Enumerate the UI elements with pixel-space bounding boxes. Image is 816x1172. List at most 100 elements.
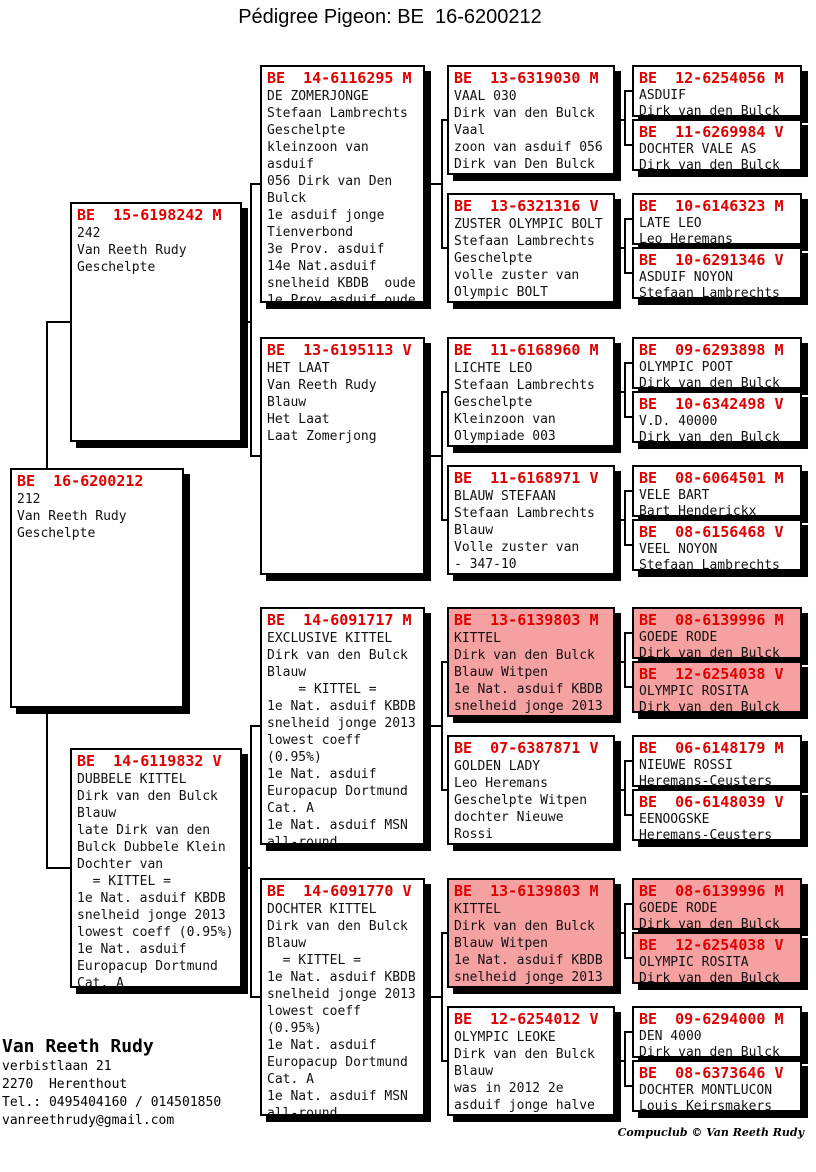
- ring-number: BE 11-6168960 M: [454, 341, 599, 359]
- connector-line: [624, 144, 634, 146]
- pigeon-details: OLYMPIC POOT Dirk van den Bulck: [639, 360, 780, 389]
- pigeon-details: DOCHTER VALE AS Dirk van den Bulck: [639, 142, 780, 171]
- pedigree-box-g3-3: BE 14-6091717 M EXCLUSIVE KITTEL Dirk va…: [260, 607, 425, 845]
- connector-line: [441, 391, 449, 393]
- connector-line: [624, 362, 626, 418]
- pigeon-details: ASDUIF NOYON Stefaan Lambrechts: [639, 270, 780, 299]
- pigeon-details: DEN 4000 Dirk van den Bulck: [639, 1029, 780, 1058]
- ring-number: BE 12-6254056 M: [639, 69, 784, 87]
- ring-number: BE 10-6146323 M: [639, 197, 784, 215]
- pigeon-details: KITTEL Dirk van den Bulck Blauw Witpen 1…: [454, 902, 603, 985]
- connector-line: [46, 706, 48, 869]
- connector-line: [250, 996, 262, 998]
- connector-line: [624, 218, 626, 274]
- pedigree-box-g5-5: BE 09-6293898 M OLYMPIC POOT Dirk van de…: [632, 337, 802, 389]
- ring-number: BE 08-6156468 V: [639, 523, 784, 541]
- connector-line: [624, 760, 626, 816]
- pigeon-details: DOCHTER MONTLUCON Louis Keirsmakers: [639, 1083, 773, 1112]
- connector-line: [624, 272, 634, 274]
- connector-line: [250, 455, 262, 457]
- pigeon-details: ASDUIF Dirk van den Bulck: [639, 88, 780, 117]
- pigeon-details: OLYMPIC ROSITA Dirk van den Bulck: [639, 955, 780, 984]
- connector-line: [615, 932, 626, 934]
- connector-line: [624, 416, 634, 418]
- connector-line: [615, 119, 626, 121]
- connector-line: [250, 725, 262, 727]
- pedigree-box-g3-4: BE 14-6091770 V DOCHTER KITTEL Dirk van …: [260, 878, 425, 1116]
- ring-number: BE 12-6254038 V: [639, 936, 784, 954]
- connector-line: [624, 90, 634, 92]
- ring-number: BE 07-6387871 V: [454, 739, 599, 757]
- pigeon-details: EXCLUSIVE KITTEL Dirk van den Bulck Blau…: [267, 631, 416, 845]
- connector-line: [441, 932, 449, 934]
- ring-number: BE 14-6091770 V: [267, 882, 412, 900]
- connector-line: [615, 1060, 626, 1062]
- connector-line: [624, 632, 626, 688]
- pedigree-box-g4-8: BE 12-6254012 V OLYMPIC LEOKE Dirk van d…: [447, 1006, 615, 1116]
- connector-line: [615, 519, 626, 521]
- pigeon-details: OLYMPIC ROSITA Dirk van den Bulck: [639, 684, 780, 713]
- connector-line: [242, 867, 252, 869]
- ring-number: BE 13-6195113 V: [267, 341, 412, 359]
- pigeon-details: OLYMPIC LEOKE Dirk van den Bulck Blauw w…: [454, 1030, 595, 1113]
- ring-number: BE 12-6254012 V: [454, 1010, 599, 1028]
- pedigree-box-sire: BE 15-6198242 M 242 Van Reeth Rudy Gesch…: [70, 202, 242, 442]
- ring-number: BE 11-6168971 V: [454, 469, 599, 487]
- pedigree-box-g5-10-highlighted: BE 12-6254038 V OLYMPIC ROSITA Dirk van …: [632, 661, 802, 713]
- pedigree-box-g5-7: BE 08-6064501 M VELE BART Bart Henderick…: [632, 465, 802, 517]
- connector-line: [615, 661, 626, 663]
- pedigree-box-g4-3: BE 11-6168960 M LICHTE LEO Stefaan Lambr…: [447, 337, 615, 447]
- connector-line: [624, 90, 626, 146]
- ring-number: BE 09-6293898 M: [639, 341, 784, 359]
- connector-line: [624, 1031, 634, 1033]
- connector-line: [624, 490, 626, 546]
- ring-number: BE 09-6294000 M: [639, 1010, 784, 1028]
- ring-number: BE 14-6091717 M: [267, 611, 412, 629]
- pigeon-details: V.D. 40000 Dirk van den Bulck: [639, 414, 780, 443]
- connector-line: [46, 867, 72, 869]
- connector-line: [46, 321, 48, 470]
- ring-number: BE 12-6254038 V: [639, 665, 784, 683]
- pigeon-details: HET LAAT Van Reeth Rudy Blauw Het Laat L…: [267, 361, 377, 444]
- pedigree-box-g5-11: BE 06-6148179 M NIEUWE ROSSI Heremans-Ce…: [632, 735, 802, 787]
- connector-line: [250, 183, 252, 457]
- pigeon-details: EENOOGSKE Heremans-Ceusters: [639, 812, 773, 841]
- connector-line: [46, 321, 72, 323]
- connector-line: [425, 183, 443, 185]
- pedigree-box-g5-4: BE 10-6291346 V ASDUIF NOYON Stefaan Lam…: [632, 247, 802, 299]
- connector-line: [624, 814, 634, 816]
- connector-line: [624, 760, 634, 762]
- pigeon-details: GOEDE RODE Dirk van den Bulck: [639, 630, 780, 659]
- connector-line: [441, 789, 449, 791]
- ring-number: BE 13-6139803 M: [454, 611, 599, 629]
- ring-number: BE 16-6200212: [17, 472, 144, 490]
- ring-number: BE 08-6373646 V: [639, 1064, 784, 1082]
- ring-number: BE 14-6116295 M: [267, 69, 412, 87]
- ring-number: BE 14-6119832 V: [77, 752, 222, 770]
- pigeon-details: VAAL 030 Dirk van den Bulck Vaal zoon va…: [454, 89, 603, 172]
- pedigree-box-g3-1: BE 14-6116295 M DE ZOMERJONGE Stefaan La…: [260, 65, 425, 303]
- connector-line: [615, 247, 626, 249]
- pigeon-details: NIEUWE ROSSI Heremans-Ceusters: [639, 758, 773, 787]
- pedigree-box-g5-1: BE 12-6254056 M ASDUIF Dirk van den Bulc…: [632, 65, 802, 117]
- connector-line: [624, 362, 634, 364]
- pedigree-box-g4-5-highlighted: BE 13-6139803 M KITTEL Dirk van den Bulc…: [447, 607, 615, 717]
- connector-line: [624, 1085, 634, 1087]
- pedigree-box-g4-1: BE 13-6319030 M VAAL 030 Dirk van den Bu…: [447, 65, 615, 175]
- pedigree-box-g5-6: BE 10-6342498 V V.D. 40000 Dirk van den …: [632, 391, 802, 443]
- pedigree-box-g4-2: BE 13-6321316 V ZUSTER OLYMPIC BOLT Stef…: [447, 193, 615, 303]
- connector-line: [624, 632, 634, 634]
- owner-email: vanreethrudy@gmail.com: [2, 1113, 175, 1128]
- pigeon-details: KITTEL Dirk van den Bulck Blauw Witpen 1…: [454, 631, 603, 714]
- pedigree-box-subject: BE 16-6200212 212 Van Reeth Rudy Geschel…: [10, 468, 184, 708]
- connector-line: [425, 455, 443, 457]
- pedigree-box-g5-2: BE 11-6269984 V DOCHTER VALE AS Dirk van…: [632, 119, 802, 171]
- ring-number: BE 13-6321316 V: [454, 197, 599, 215]
- pigeon-details: LATE LEO Leo Heremans: [639, 216, 733, 245]
- pigeon-details: GOEDE RODE Dirk van den Bulck: [639, 901, 780, 930]
- owner-info: Van Reeth Rudy verbistlaan 21 2270 Heren…: [2, 1036, 221, 1130]
- ring-number: BE 10-6342498 V: [639, 395, 784, 413]
- pedigree-box-g5-12: BE 06-6148039 V EENOOGSKE Heremans-Ceust…: [632, 789, 802, 841]
- owner-name: Van Reeth Rudy: [2, 1036, 154, 1057]
